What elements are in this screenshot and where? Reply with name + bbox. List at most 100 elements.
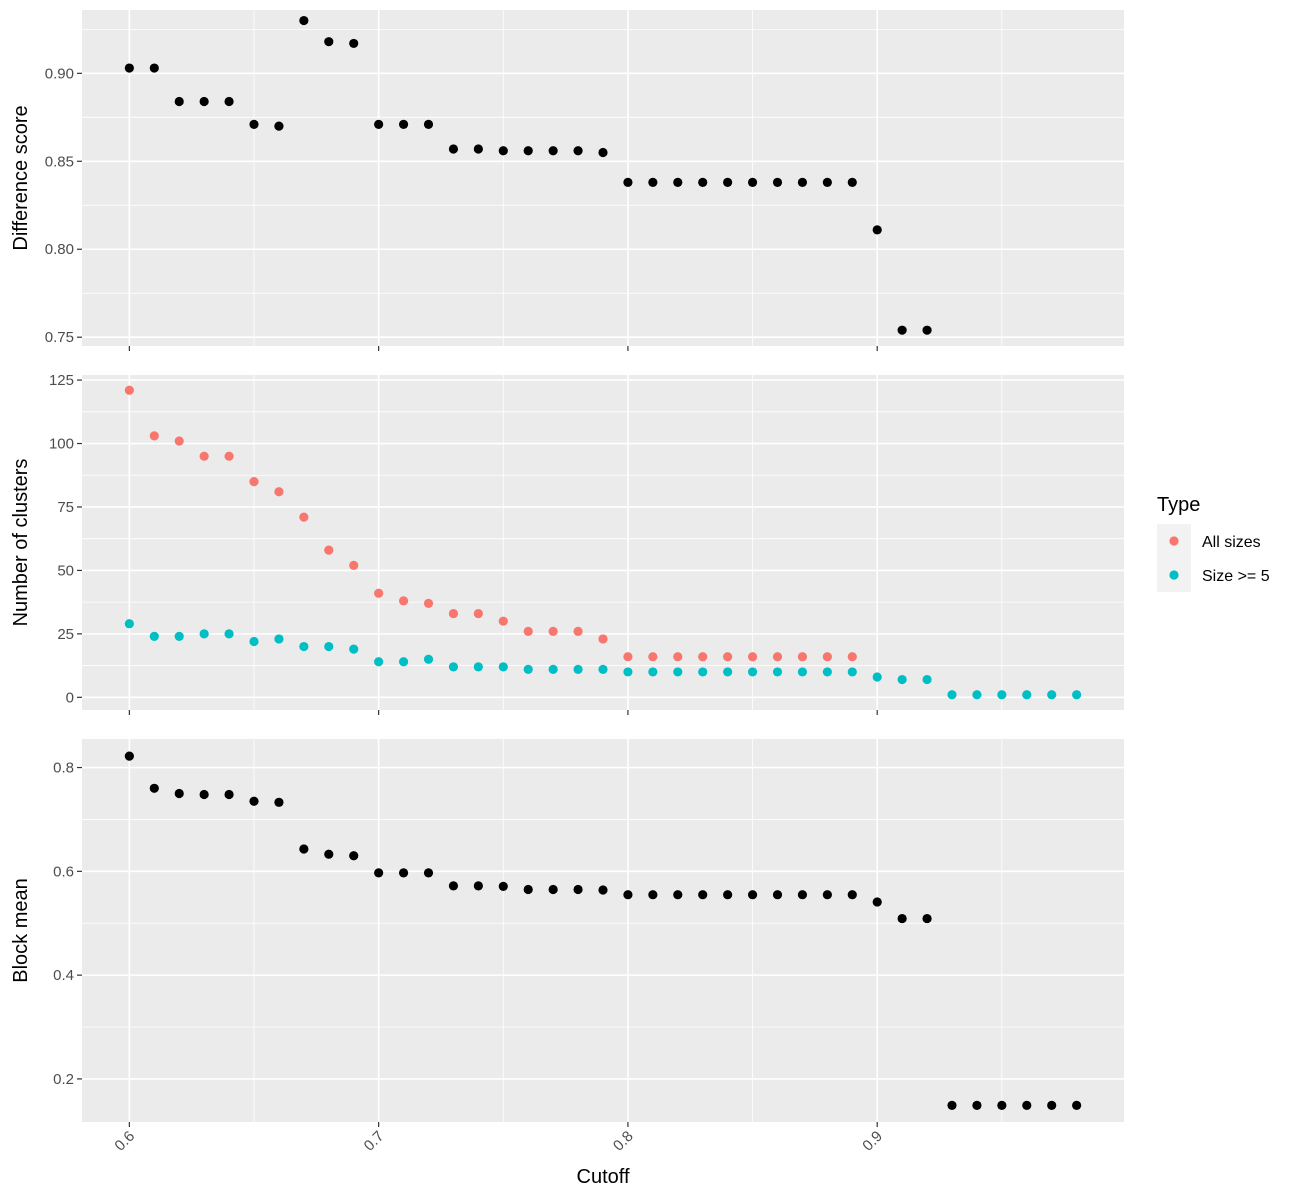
data-point bbox=[349, 38, 359, 49]
data-point bbox=[498, 662, 508, 672]
data-point bbox=[174, 436, 184, 446]
data-point bbox=[772, 667, 783, 677]
data-point bbox=[1022, 1100, 1032, 1110]
data-point bbox=[124, 385, 134, 395]
data-point bbox=[423, 654, 434, 664]
data-point bbox=[324, 37, 334, 47]
data-point bbox=[423, 598, 434, 609]
data-point bbox=[448, 144, 459, 154]
data-point bbox=[648, 890, 658, 900]
data-point bbox=[897, 325, 907, 335]
y-axis-title: Block mean bbox=[10, 878, 32, 983]
data-point bbox=[623, 890, 633, 900]
data-point bbox=[723, 652, 733, 662]
data-point bbox=[249, 636, 259, 647]
data-point bbox=[473, 144, 483, 154]
data-point bbox=[747, 177, 758, 187]
data-point bbox=[723, 177, 733, 187]
data-point bbox=[872, 672, 882, 682]
y-axis-title: Difference score bbox=[10, 105, 32, 250]
data-point bbox=[822, 890, 832, 900]
data-point bbox=[448, 662, 459, 672]
data-point bbox=[398, 596, 409, 606]
legend-key bbox=[1169, 536, 1179, 546]
data-point bbox=[897, 674, 907, 685]
data-point bbox=[872, 225, 882, 235]
data-point bbox=[398, 119, 409, 129]
data-point bbox=[598, 664, 608, 674]
y-tick-label: 100 bbox=[49, 436, 74, 453]
data-point bbox=[922, 674, 932, 685]
data-point bbox=[772, 890, 783, 900]
data-point bbox=[299, 512, 309, 522]
data-point bbox=[274, 634, 284, 644]
data-point bbox=[698, 177, 708, 187]
data-point bbox=[698, 667, 708, 677]
data-point bbox=[224, 629, 234, 639]
data-point bbox=[473, 662, 483, 672]
data-point bbox=[448, 608, 459, 619]
data-point bbox=[797, 890, 808, 900]
data-point bbox=[797, 652, 808, 662]
data-point bbox=[349, 851, 359, 861]
data-point bbox=[498, 146, 508, 156]
data-point bbox=[473, 881, 483, 891]
x-tick-label: 0.7 bbox=[361, 1128, 388, 1155]
data-point bbox=[199, 629, 209, 639]
y-tick-label: 75 bbox=[57, 499, 74, 516]
data-point bbox=[1022, 690, 1032, 700]
data-point bbox=[199, 451, 209, 461]
data-point bbox=[149, 783, 159, 793]
x-tick-label: 0.9 bbox=[859, 1128, 886, 1155]
data-point bbox=[822, 667, 832, 677]
data-point bbox=[548, 146, 558, 156]
data-point bbox=[947, 690, 957, 700]
data-point bbox=[199, 96, 209, 107]
data-point bbox=[548, 626, 558, 636]
data-point bbox=[922, 325, 932, 335]
data-point bbox=[897, 913, 907, 924]
data-point bbox=[797, 177, 808, 187]
data-point bbox=[249, 476, 259, 487]
data-point bbox=[573, 884, 583, 895]
data-point bbox=[648, 652, 658, 662]
data-point bbox=[847, 890, 857, 900]
data-point bbox=[349, 560, 359, 570]
y-tick-label: 0.90 bbox=[45, 65, 74, 82]
data-point bbox=[523, 884, 533, 895]
data-point bbox=[1072, 1100, 1082, 1110]
data-point bbox=[174, 631, 184, 642]
panel-background-2 bbox=[82, 375, 1124, 710]
data-point bbox=[174, 788, 184, 799]
data-point bbox=[523, 626, 533, 636]
data-point bbox=[199, 789, 209, 800]
data-point bbox=[723, 890, 733, 900]
data-point bbox=[673, 652, 683, 662]
y-tick-label: 25 bbox=[57, 626, 74, 643]
legend-title: Type bbox=[1157, 494, 1200, 516]
data-point bbox=[797, 667, 808, 677]
data-point bbox=[398, 868, 409, 878]
legend-label: Size >= 5 bbox=[1202, 568, 1270, 585]
data-point bbox=[124, 63, 134, 73]
data-point bbox=[922, 913, 932, 924]
data-point bbox=[124, 751, 134, 761]
data-point bbox=[847, 177, 857, 187]
data-point bbox=[747, 652, 758, 662]
data-point bbox=[523, 664, 533, 674]
data-point bbox=[374, 657, 384, 667]
x-tick-label: 0.6 bbox=[111, 1128, 138, 1155]
data-point bbox=[573, 664, 583, 674]
data-point bbox=[822, 652, 832, 662]
y-tick-label: 0 bbox=[66, 689, 74, 706]
data-point bbox=[448, 881, 459, 891]
data-point bbox=[972, 690, 982, 700]
data-point bbox=[274, 487, 284, 497]
y-tick-label: 0.8 bbox=[53, 760, 74, 777]
data-point bbox=[374, 119, 384, 129]
data-point bbox=[299, 844, 309, 854]
data-point bbox=[224, 789, 234, 800]
data-point bbox=[548, 884, 558, 895]
y-tick-label: 0.6 bbox=[53, 863, 74, 880]
